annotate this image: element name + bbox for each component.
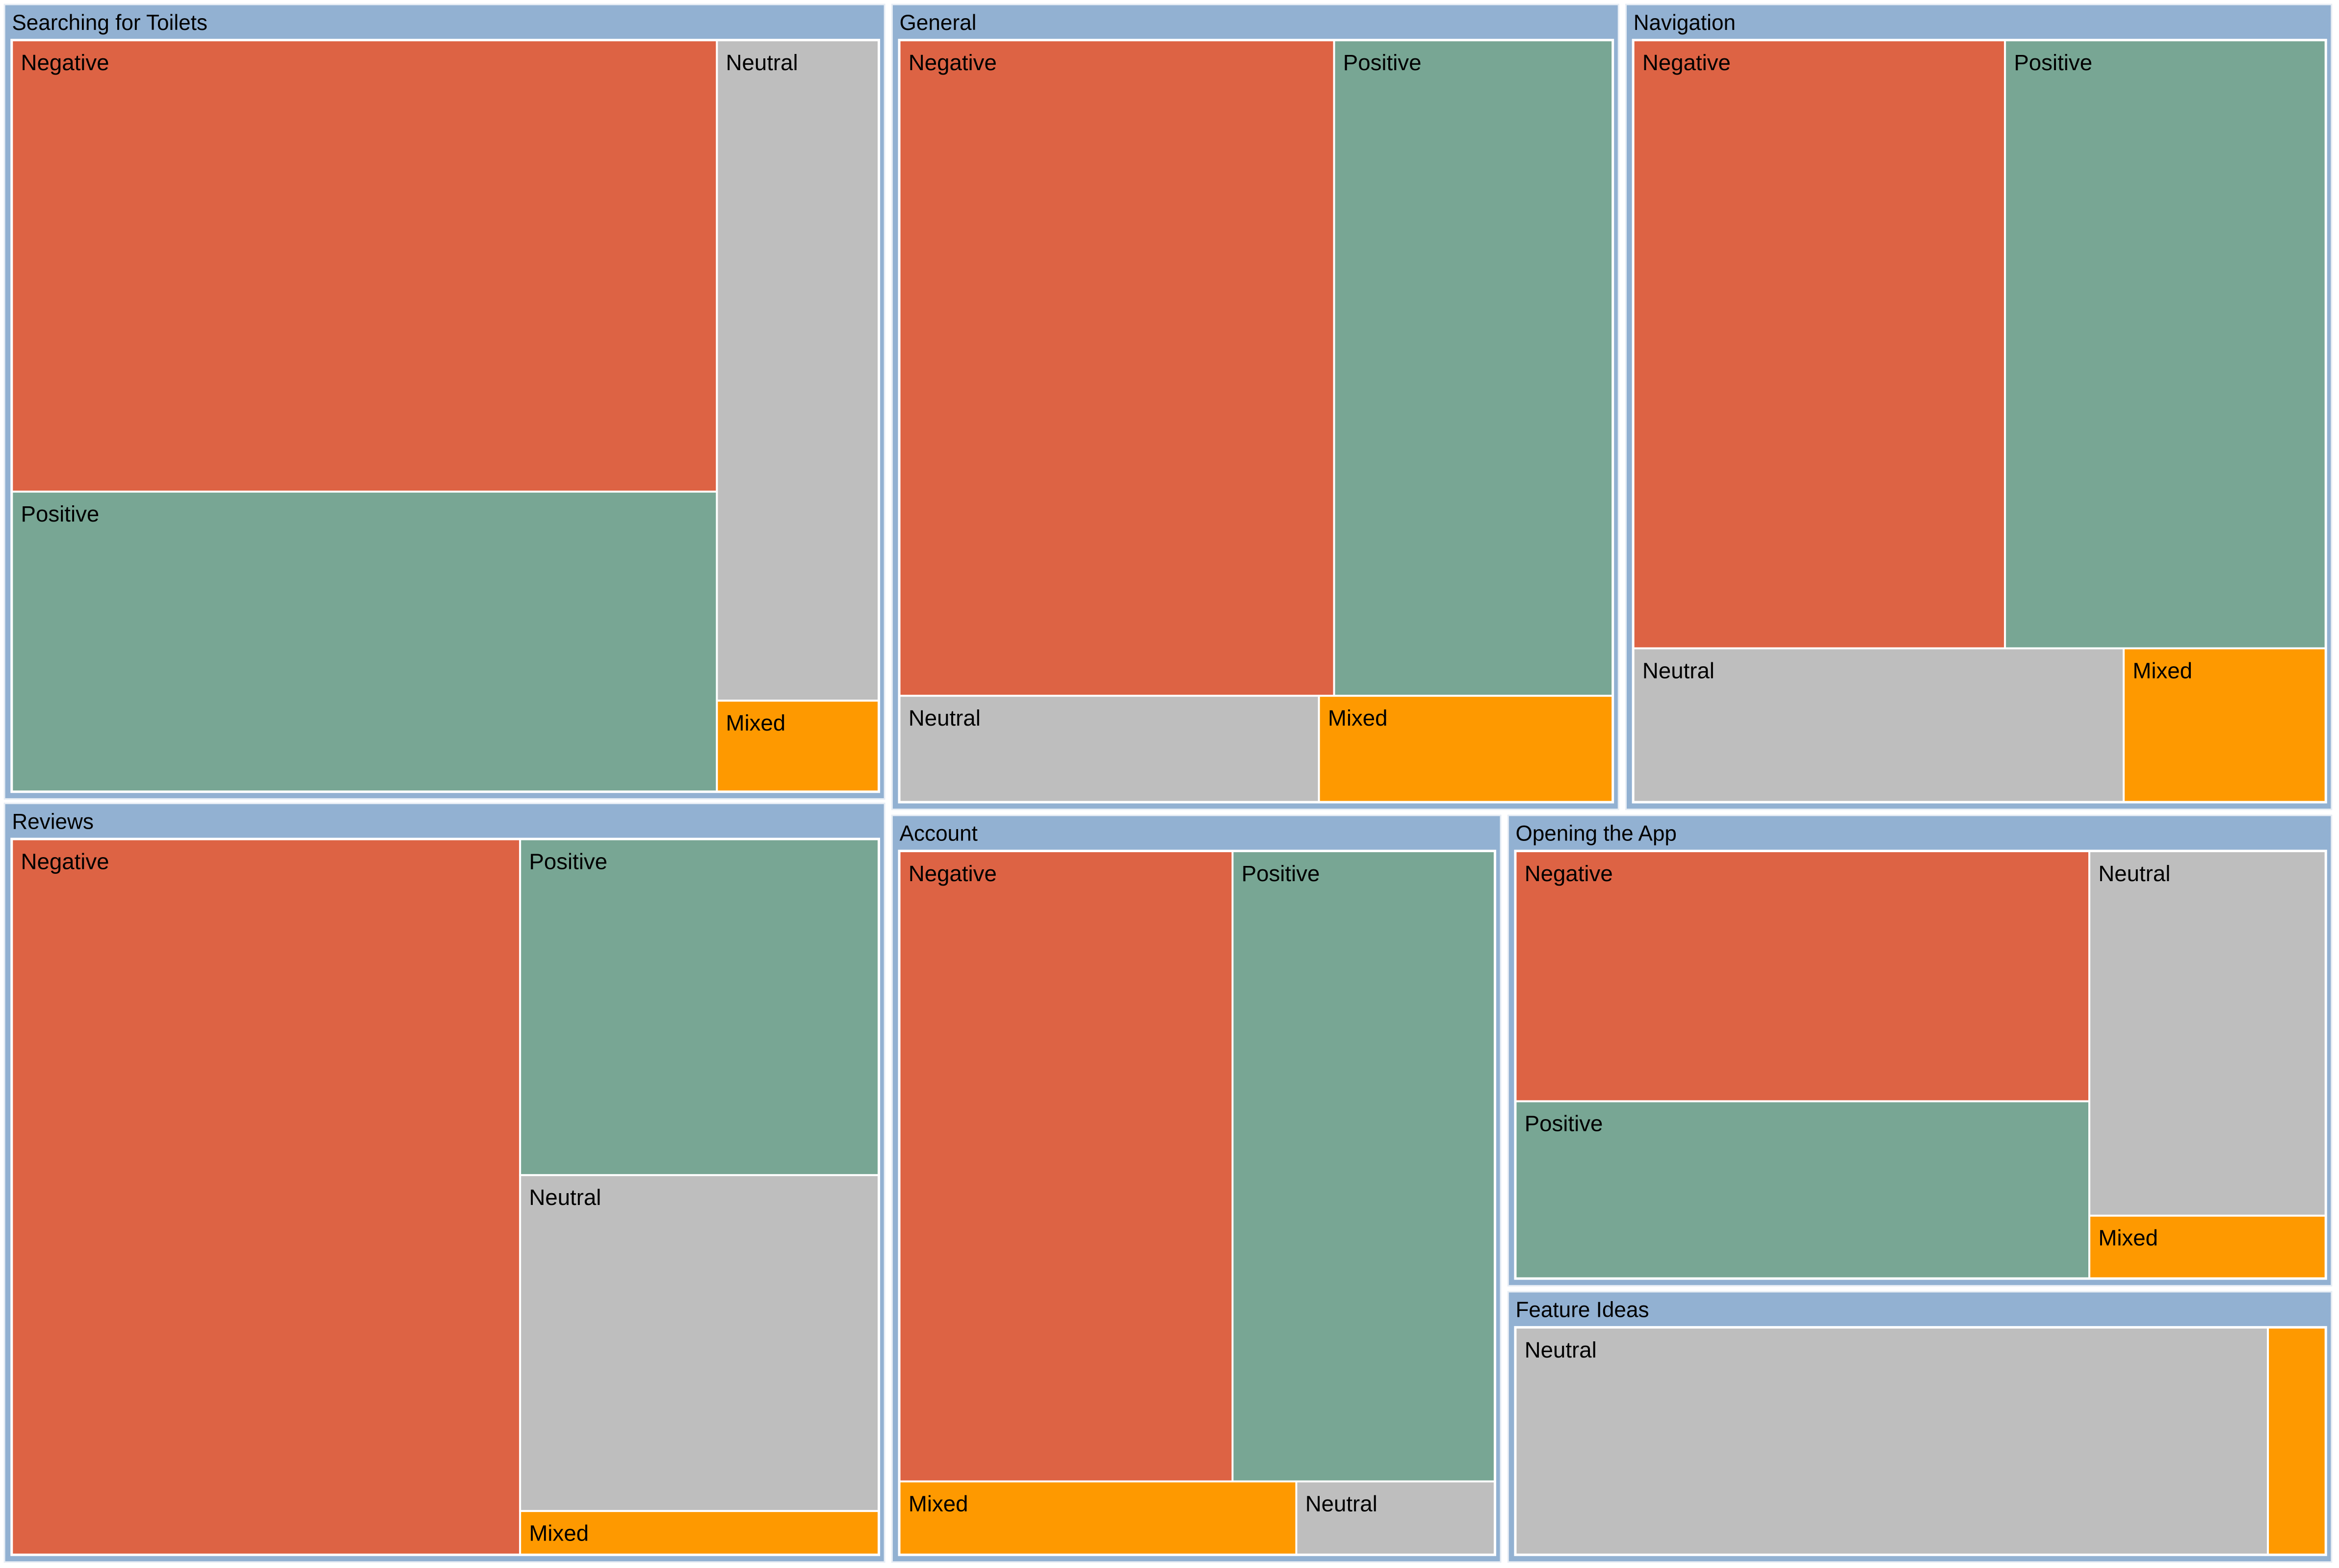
cell-label: Mixed (726, 710, 786, 735)
cell-positive[interactable]: Positive (2004, 39, 2327, 650)
cell-label: Mixed (2132, 658, 2192, 683)
group-opening-the-app[interactable]: Opening the App Negative Positive Neutral Mi… (1507, 814, 2333, 1287)
cell-rect-neutral[interactable] (1632, 647, 2125, 803)
cell-label: Negative (21, 849, 109, 874)
cell-rect-mixed[interactable] (1318, 695, 1614, 803)
cell-rect-positive[interactable] (2004, 39, 2327, 650)
group-title: Searching for Toilets (12, 11, 208, 35)
cell-label: Neutral (2098, 861, 2170, 886)
cell-rect-neutral[interactable] (519, 1174, 880, 1512)
cell-label: Neutral (1305, 1491, 1377, 1516)
cell-label: Positive (1525, 1111, 1603, 1136)
cell-neutral[interactable]: Neutral (1295, 1480, 1496, 1556)
cell-negative[interactable]: Negative (898, 39, 1335, 697)
cell-mixed[interactable]: Mixed (1318, 695, 1614, 803)
cell-rect-mixed[interactable] (2267, 1326, 2327, 1556)
cell-label: Mixed (2098, 1226, 2158, 1251)
cell-rect-mixed[interactable] (2088, 1214, 2327, 1280)
cell-mixed[interactable]: Mixed (519, 1510, 880, 1556)
group-title: Navigation (1634, 11, 1736, 35)
group-reviews[interactable]: Reviews Negative Positive Neutral Mixed (3, 803, 885, 1563)
cell-label: Neutral (726, 50, 798, 75)
cell-label: Positive (1242, 861, 1320, 886)
cell-label: Neutral (529, 1185, 601, 1210)
cell-label: Negative (909, 861, 997, 886)
cell-label: Neutral (1525, 1337, 1597, 1362)
cell-label: Negative (21, 50, 109, 75)
cell-label: Negative (1642, 50, 1731, 75)
cell-rect-negative[interactable] (11, 39, 718, 493)
cell-rect-neutral[interactable] (2088, 850, 2327, 1217)
cell-neutral[interactable]: Neutral (519, 1174, 880, 1512)
group-navigation[interactable]: Navigation Negative Positive Neutral Mixed (1625, 3, 2333, 810)
group-title: Account (900, 822, 978, 846)
cell-label: Positive (1343, 50, 1422, 75)
cell-negative[interactable]: Negative (11, 838, 521, 1556)
cell-rect-negative[interactable] (11, 838, 521, 1556)
cell-label: Negative (1525, 861, 1613, 886)
cell-rect-positive[interactable] (1231, 850, 1496, 1483)
cell-rect-negative[interactable] (1632, 39, 2006, 650)
cell-label: Mixed (529, 1521, 589, 1546)
cell-positive[interactable]: Positive (1231, 850, 1496, 1483)
cell-neutral[interactable]: Neutral (1632, 647, 2125, 803)
cell-label: Neutral (1642, 658, 1715, 683)
cell-rect-negative[interactable] (898, 39, 1335, 697)
cell-rect-neutral[interactable] (1514, 1326, 2269, 1556)
cell-rect-neutral[interactable] (716, 39, 880, 702)
cell-rect-mixed[interactable] (716, 700, 880, 793)
cell-neutral[interactable]: Neutral (1514, 1326, 2269, 1556)
cell-label: Negative (909, 50, 997, 75)
cell-negative[interactable]: Negative (1632, 39, 2006, 650)
cell-label: Neutral (909, 706, 981, 731)
cell-label: Mixed (909, 1491, 968, 1516)
cell-rect-neutral[interactable] (898, 695, 1320, 803)
group-title: Reviews (12, 810, 94, 834)
cell-rect-positive[interactable] (519, 838, 880, 1176)
cell-neutral[interactable]: Neutral (2088, 850, 2327, 1217)
cell-positive[interactable]: Positive (519, 838, 880, 1176)
cell-label: Mixed (1328, 706, 1388, 731)
cell-negative[interactable]: Negative (1514, 850, 2091, 1102)
cell-rect-positive[interactable] (1514, 1100, 2091, 1280)
cell-label: Positive (529, 849, 607, 874)
cell-rect-positive[interactable] (1333, 39, 1614, 697)
group-title: Feature Ideas (1515, 1298, 1649, 1322)
cell-rect-negative[interactable] (1514, 850, 2091, 1102)
group-feature-ideas[interactable]: Feature Ideas Neutral (1507, 1291, 2333, 1563)
cell-rect-mixed[interactable] (519, 1510, 880, 1556)
cell-mixed[interactable]: Mixed (2088, 1214, 2327, 1280)
cell-positive[interactable]: Positive (11, 491, 718, 793)
group-title: Opening the App (1515, 822, 1676, 846)
cell-label: Positive (2014, 50, 2092, 75)
group-title: General (900, 11, 977, 35)
cell-rect-negative[interactable] (898, 850, 1234, 1483)
cell-mixed[interactable]: Mixed (2123, 647, 2327, 803)
cell-negative[interactable]: Negative (898, 850, 1234, 1483)
cell-mixed[interactable]: Mixed (898, 1480, 1298, 1556)
cell-rect-mixed[interactable] (898, 1480, 1298, 1556)
group-general[interactable]: General Negative Positive Neutral Mixed (891, 3, 1619, 810)
group-searching-for-toilets[interactable]: Searching for Toilets Negative Positive Neu… (3, 3, 885, 800)
cell-neutral[interactable]: Neutral (898, 695, 1320, 803)
cell-rect-mixed[interactable] (2123, 647, 2327, 803)
cell-label: Positive (21, 501, 100, 526)
cell-rect-positive[interactable] (11, 491, 718, 793)
cell-neutral[interactable]: Neutral (716, 39, 880, 702)
cell-positive[interactable]: Positive (1333, 39, 1614, 697)
group-account[interactable]: Account Negative Positive Mixed Neutral (891, 814, 1502, 1563)
cell-rect-neutral[interactable] (1295, 1480, 1496, 1556)
cell-negative[interactable]: Negative (11, 39, 718, 493)
cell-mixed[interactable]: Mixed (716, 700, 880, 793)
cell-positive[interactable]: Positive (1514, 1100, 2091, 1280)
cell-mixed[interactable] (2267, 1326, 2327, 1556)
